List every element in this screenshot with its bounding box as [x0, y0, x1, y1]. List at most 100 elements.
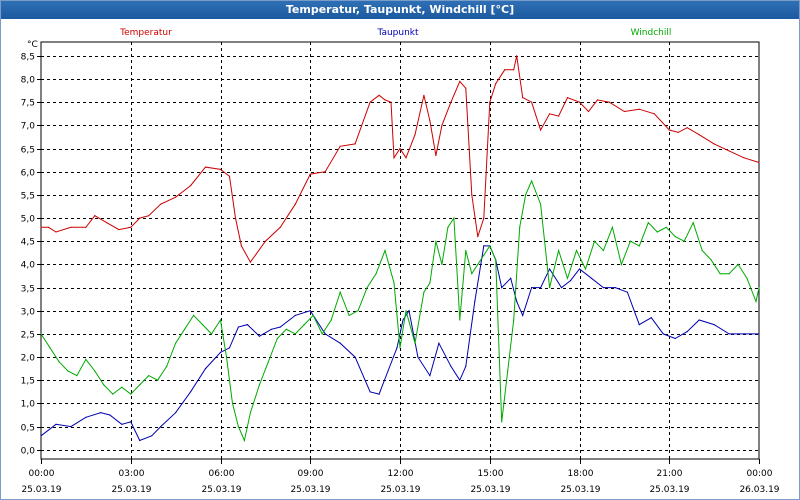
- data-point-taupunkt: [219, 351, 222, 353]
- data-point-temperatur: [549, 113, 551, 115]
- data-point-windchill: [471, 273, 473, 275]
- data-point-windchill: [441, 263, 443, 265]
- data-point-windchill: [330, 319, 332, 321]
- plot-area: [40, 41, 760, 460]
- data-point-taupunkt: [516, 300, 518, 303]
- data-point-windchill: [447, 226, 449, 228]
- x-tick-time: 00:00: [747, 469, 773, 479]
- data-point-temperatur: [638, 108, 640, 110]
- data-point-windchill: [674, 236, 676, 238]
- data-point-windchill: [429, 282, 431, 284]
- data-point-temperatur: [324, 171, 326, 173]
- data-point-windchill: [414, 342, 416, 344]
- data-point-temperatur: [378, 94, 380, 96]
- data-point-taupunkt: [590, 277, 593, 279]
- data-point-taupunkt: [758, 333, 760, 335]
- data-point-temperatur: [339, 145, 341, 147]
- series-line-taupunkt: [40, 245, 759, 442]
- data-point-temperatur: [118, 229, 120, 231]
- data-point-taupunkt: [408, 310, 410, 312]
- data-point-windchill: [710, 259, 712, 261]
- data-point-temperatur: [465, 87, 467, 89]
- data-point-taupunkt: [650, 317, 652, 319]
- data-point-windchill: [148, 375, 150, 377]
- data-point-windchill: [375, 273, 377, 275]
- data-point-taupunkt: [339, 342, 341, 344]
- data-point-windchill: [58, 361, 60, 363]
- data-point-temperatur: [623, 110, 626, 113]
- data-point-taupunkt: [438, 342, 440, 344]
- data-point-windchill: [719, 273, 721, 275]
- y-axis-label: °C: [27, 40, 38, 50]
- data-point-taupunkt: [602, 287, 605, 289]
- x-tick-date: 25.03.19: [111, 485, 151, 495]
- data-point-temperatur: [240, 245, 242, 247]
- data-point-temperatur: [477, 236, 479, 238]
- data-point-windchill: [157, 379, 159, 381]
- data-point-taupunkt: [55, 423, 57, 425]
- data-point-windchill: [285, 328, 287, 330]
- data-point-temperatur: [713, 143, 715, 145]
- data-point-windchill: [103, 384, 105, 386]
- data-point-taupunkt: [369, 391, 371, 393]
- data-point-temperatur: [264, 240, 266, 242]
- y-tick-label: 7,0: [21, 122, 36, 132]
- data-point-windchill: [249, 412, 251, 414]
- data-point-windchill: [620, 263, 623, 265]
- x-tick-date: 25.03.19: [560, 485, 600, 495]
- data-point-windchill: [321, 333, 323, 335]
- data-point-temperatur: [390, 101, 392, 103]
- data-point-taupunkt: [270, 328, 272, 330]
- data-point-windchill: [94, 370, 96, 372]
- data-point-temperatur: [94, 215, 96, 217]
- data-point-windchill: [184, 328, 186, 330]
- data-point-temperatur: [405, 157, 407, 159]
- data-point-taupunkt: [204, 368, 207, 370]
- data-point-windchill: [513, 319, 515, 321]
- data-point-taupunkt: [109, 414, 111, 416]
- data-point-taupunkt: [614, 287, 617, 289]
- data-point-taupunkt: [279, 326, 281, 328]
- data-point-temperatur: [70, 226, 72, 228]
- data-point-windchill: [339, 291, 341, 293]
- data-point-taupunkt: [459, 379, 461, 381]
- data-point-windchill: [121, 386, 123, 388]
- data-point-windchill: [755, 300, 757, 303]
- data-point-windchill: [593, 240, 596, 242]
- data-point-windchill: [558, 249, 560, 252]
- data-point-windchill: [519, 226, 521, 228]
- data-point-taupunkt: [70, 426, 72, 428]
- data-point-taupunkt: [531, 287, 533, 289]
- data-point-taupunkt: [638, 324, 640, 326]
- data-point-windchill: [683, 240, 685, 242]
- data-point-windchill: [348, 314, 350, 316]
- data-point-temperatur: [148, 215, 150, 217]
- data-point-taupunkt: [246, 324, 248, 326]
- data-point-windchill: [728, 273, 730, 275]
- data-point-temperatur: [190, 185, 192, 187]
- data-point-temperatur: [686, 127, 688, 129]
- data-point-windchill: [303, 324, 305, 326]
- y-tick-label: 1,5: [21, 377, 35, 387]
- y-tick-label: 5,5: [21, 192, 35, 202]
- data-point-windchill: [243, 439, 245, 442]
- data-point-temperatur: [204, 166, 207, 168]
- data-point-temperatur: [495, 83, 497, 85]
- data-point-temperatur: [369, 101, 371, 103]
- data-point-temperatur: [47, 226, 50, 228]
- data-point-taupunkt: [258, 335, 260, 337]
- data-point-windchill: [210, 333, 213, 335]
- data-point-windchill: [258, 384, 260, 386]
- data-point-temperatur: [728, 150, 730, 152]
- y-tick-label: 1,0: [21, 400, 36, 410]
- data-point-windchill: [701, 249, 703, 252]
- y-tick-label: 4,5: [21, 238, 35, 248]
- data-point-temperatur: [294, 203, 296, 205]
- data-point-temperatur: [677, 131, 679, 133]
- data-point-temperatur: [160, 203, 162, 205]
- x-tick-time: 12:00: [388, 469, 414, 479]
- data-point-windchill: [399, 347, 401, 349]
- y-tick-label: 3,0: [21, 308, 36, 318]
- data-point-temperatur: [489, 101, 491, 103]
